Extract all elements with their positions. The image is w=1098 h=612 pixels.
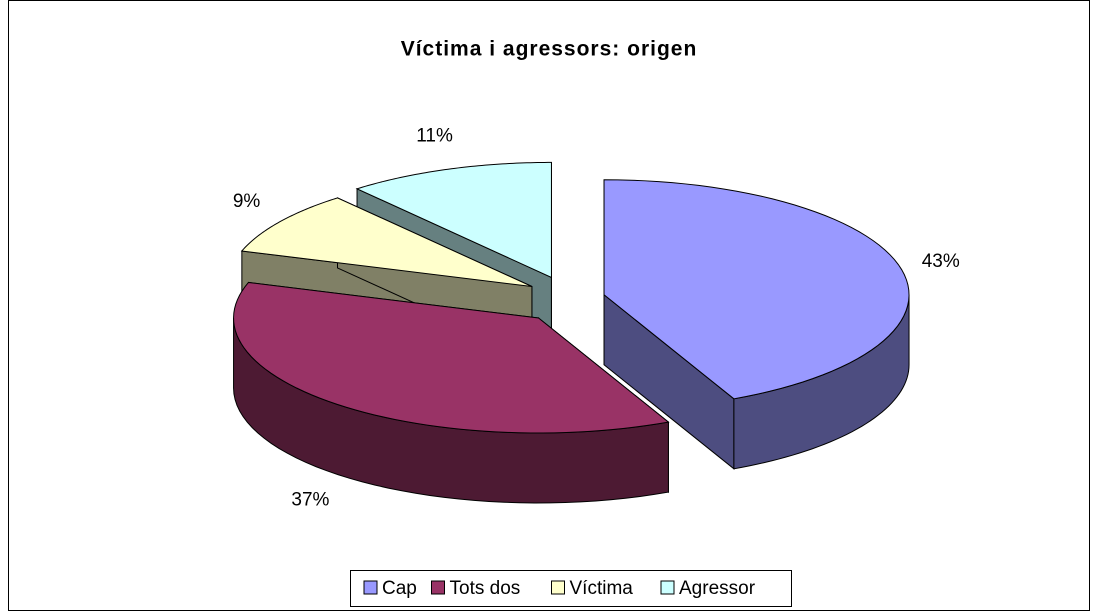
- legend-swatch: [363, 580, 378, 595]
- slice: [603, 179, 910, 400]
- data-label: 37%: [291, 490, 329, 511]
- legend-label: Tots dos: [450, 578, 521, 599]
- legend-label: Agressor: [679, 578, 756, 599]
- legend-swatch: [660, 580, 675, 595]
- data-label: 11%: [416, 125, 453, 146]
- legend-box: [350, 570, 792, 607]
- legend-label: Cap: [382, 578, 417, 599]
- data-label: 9%: [233, 191, 261, 212]
- slice: [240, 197, 533, 288]
- data-label: 43%: [922, 251, 960, 272]
- chart-title: Víctima i agressors: origen: [401, 38, 698, 61]
- legend-label: Víctima: [570, 578, 634, 599]
- legend-swatch: [431, 580, 445, 595]
- legend-swatch: [551, 580, 565, 595]
- slice: [233, 281, 670, 434]
- pie: [233, 161, 910, 504]
- slice: [355, 161, 552, 279]
